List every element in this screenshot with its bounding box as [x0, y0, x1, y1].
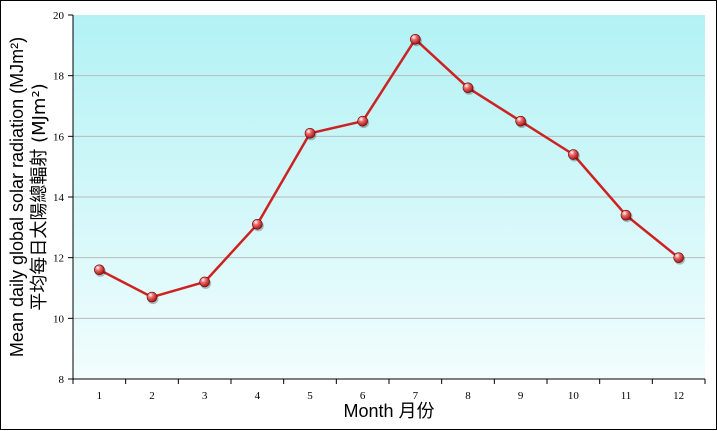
data-point [199, 276, 210, 288]
data-point [304, 128, 316, 139]
series-line [98, 38, 680, 299]
x-tick-label: 4 [255, 390, 261, 402]
y-tick-label: 20 [53, 10, 65, 22]
data-point [94, 264, 105, 276]
y-tick-label: 14 [53, 192, 65, 204]
data-point [146, 291, 158, 303]
data-point [357, 115, 368, 127]
x-tick-label: 6 [360, 390, 366, 402]
data-point [568, 149, 579, 160]
y-axis-title-line2: 平均每日太陽總輻射 (MJm²) [29, 83, 50, 310]
data-point [252, 219, 263, 230]
x-tick-labels: 1 2 3 4 5 6 7 8 9 10 11 12 [97, 390, 685, 402]
x-tick-label: 1 [97, 390, 103, 402]
x-tick-label: 8 [465, 390, 471, 402]
y-axis-title-line1: Mean daily global solar radiation (MJm²) [7, 37, 27, 357]
data-point [462, 82, 474, 94]
x-tick-label: 11 [621, 390, 632, 402]
x-axis-title: Month 月份 [343, 401, 434, 421]
y-tick-labels: 8 10 12 14 16 18 20 [53, 10, 65, 386]
x-tick-label: 10 [568, 390, 580, 402]
data-point [673, 252, 684, 263]
data-series [94, 33, 686, 305]
y-tick-label: 10 [53, 313, 65, 325]
y-tick-label: 8 [59, 374, 65, 386]
x-tick-label: 9 [518, 390, 524, 402]
data-point [620, 209, 632, 221]
x-tick-label: 5 [307, 390, 313, 402]
axes [68, 14, 706, 384]
y-tick-label: 18 [53, 71, 65, 83]
x-tick-label: 2 [149, 390, 155, 402]
grid-lines [73, 75, 705, 319]
y-tick-label: 12 [53, 253, 64, 265]
y-tick-label: 16 [53, 131, 65, 143]
data-point [410, 33, 421, 45]
data-point [515, 115, 526, 127]
x-tick-label: 3 [202, 390, 208, 402]
x-tick-label: 12 [673, 390, 684, 402]
x-tick-label: 7 [413, 390, 419, 402]
